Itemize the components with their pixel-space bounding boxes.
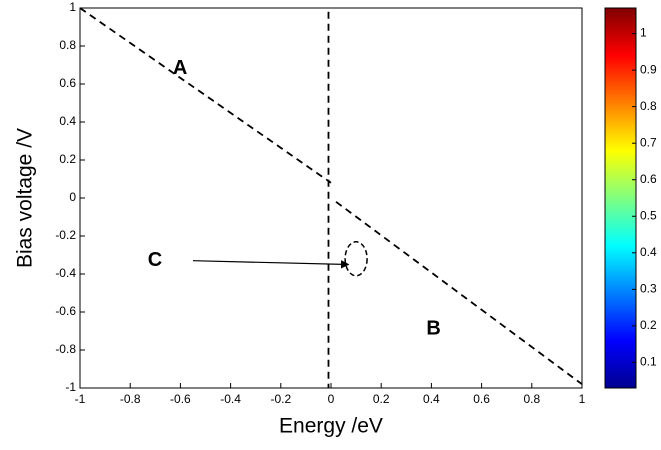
colorbar-tick-label: 0.3 (640, 282, 657, 296)
annotation-ellipse (344, 241, 368, 277)
annotation: A (173, 57, 187, 79)
x-tick-label: 0.8 (523, 392, 540, 406)
y-tick-label: 0.2 (59, 152, 76, 166)
y-tick-label: -0.8 (55, 342, 76, 356)
x-tick-label: -1 (75, 392, 86, 406)
guide-line (79, 7, 332, 184)
y-tick-label: -0.2 (55, 228, 76, 242)
y-tick-label: 0.6 (59, 76, 76, 90)
colorbar (604, 7, 637, 389)
y-tick-label: 0.4 (59, 114, 76, 128)
plot-frame (79, 7, 583, 389)
colorbar-tick-label: 0.9 (640, 62, 657, 76)
y-tick-label: -0.6 (55, 304, 76, 318)
annotation-arrow (192, 260, 350, 269)
annotation: C (148, 249, 162, 271)
x-tick-label: 0.2 (373, 392, 390, 406)
x-tick-label: -0.2 (270, 392, 291, 406)
x-axis-label: Energy /eV (279, 415, 383, 438)
colorbar-tick-label: 0.2 (640, 318, 657, 332)
y-tick-label: 0 (69, 190, 76, 204)
colorbar-tick-label: 0.5 (640, 208, 657, 222)
annotation: B (426, 317, 440, 339)
x-tick-label: -0.8 (120, 392, 141, 406)
colorbar-tick-label: 0.1 (640, 355, 657, 369)
colorbar-tick-label: 0.7 (640, 135, 657, 149)
colorbar-tick-label: 1 (640, 26, 647, 40)
x-tick-label: 1 (579, 392, 586, 406)
y-tick-label: 0.8 (59, 38, 76, 52)
colorbar-tick-label: 0.6 (640, 172, 657, 186)
y-tick-label: -0.4 (55, 266, 76, 280)
x-tick-label: 0.6 (473, 392, 490, 406)
colorbar-tick-label: 0.8 (640, 99, 657, 113)
x-tick-label: -0.6 (170, 392, 191, 406)
x-tick-label: 0 (328, 392, 335, 406)
colorbar-tick-label: 0.4 (640, 245, 657, 259)
y-tick-label: -1 (65, 380, 76, 394)
y-axis-label: Bias voltage /V (14, 128, 37, 268)
y-tick-label: 1 (69, 0, 76, 14)
x-tick-label: -0.4 (220, 392, 241, 406)
guide-line (335, 201, 583, 385)
x-tick-label: 0.4 (423, 392, 440, 406)
